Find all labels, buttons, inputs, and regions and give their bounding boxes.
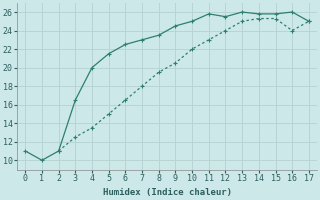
X-axis label: Humidex (Indice chaleur): Humidex (Indice chaleur) xyxy=(103,188,232,197)
